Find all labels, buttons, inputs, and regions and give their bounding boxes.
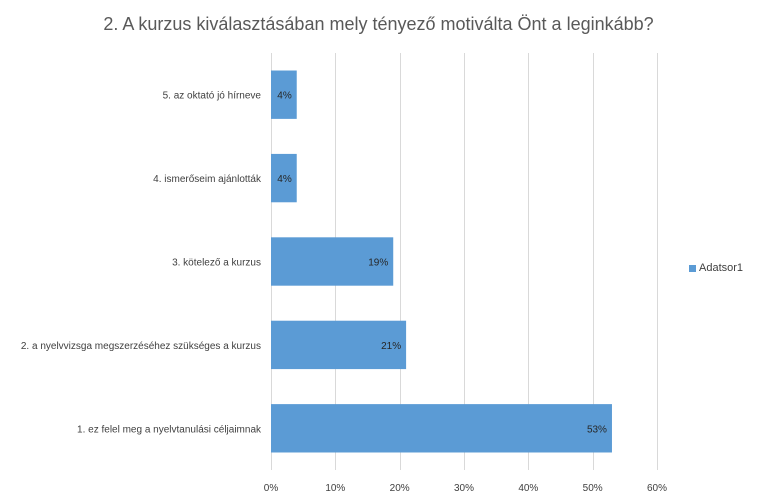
legend: Adatsor1 <box>689 262 743 274</box>
data-labels: 53% 21% 19% 4% 4% <box>277 91 607 436</box>
x-tick-labels: 0% 10% 20% 30% 40% 50% 60% <box>264 483 667 494</box>
bar <box>271 404 612 453</box>
bar-data-label: 4% <box>277 174 292 185</box>
x-tick-label: 40% <box>518 483 538 494</box>
category-labels: 1. ez felel meg a nyelvtanulási céljaimn… <box>21 91 262 436</box>
x-tick-label: 30% <box>454 483 474 494</box>
category-label: 5. az oktató jó hírneve <box>163 91 262 102</box>
bar-data-label: 21% <box>381 341 401 352</box>
bar-data-label: 4% <box>277 91 292 102</box>
bar-data-label: 19% <box>368 258 388 269</box>
category-label: 1. ez felel meg a nyelvtanulási céljaimn… <box>77 424 262 435</box>
category-label: 3. kötelező a kurzus <box>172 258 261 269</box>
bars <box>271 70 612 453</box>
category-label: 4. ismerőseim ajánlották <box>153 174 262 185</box>
bar <box>271 320 407 370</box>
x-tick-label: 10% <box>325 483 345 494</box>
bar <box>271 237 394 286</box>
legend-swatch <box>689 264 696 272</box>
category-label: 2. a nyelvvizsga megszerzéséhez szüksége… <box>21 341 261 352</box>
x-tick-label: 60% <box>647 483 667 494</box>
chart-title: 2. A kurzus kiválasztásában mely tényező… <box>103 14 654 34</box>
x-tick-label: 50% <box>583 483 603 494</box>
bar <box>271 70 297 119</box>
legend-label: Adatsor1 <box>699 262 744 274</box>
x-tick-label: 0% <box>264 483 279 494</box>
bar <box>271 153 297 203</box>
bar-data-label: 53% <box>587 424 607 435</box>
x-tick-label: 20% <box>390 483 410 494</box>
